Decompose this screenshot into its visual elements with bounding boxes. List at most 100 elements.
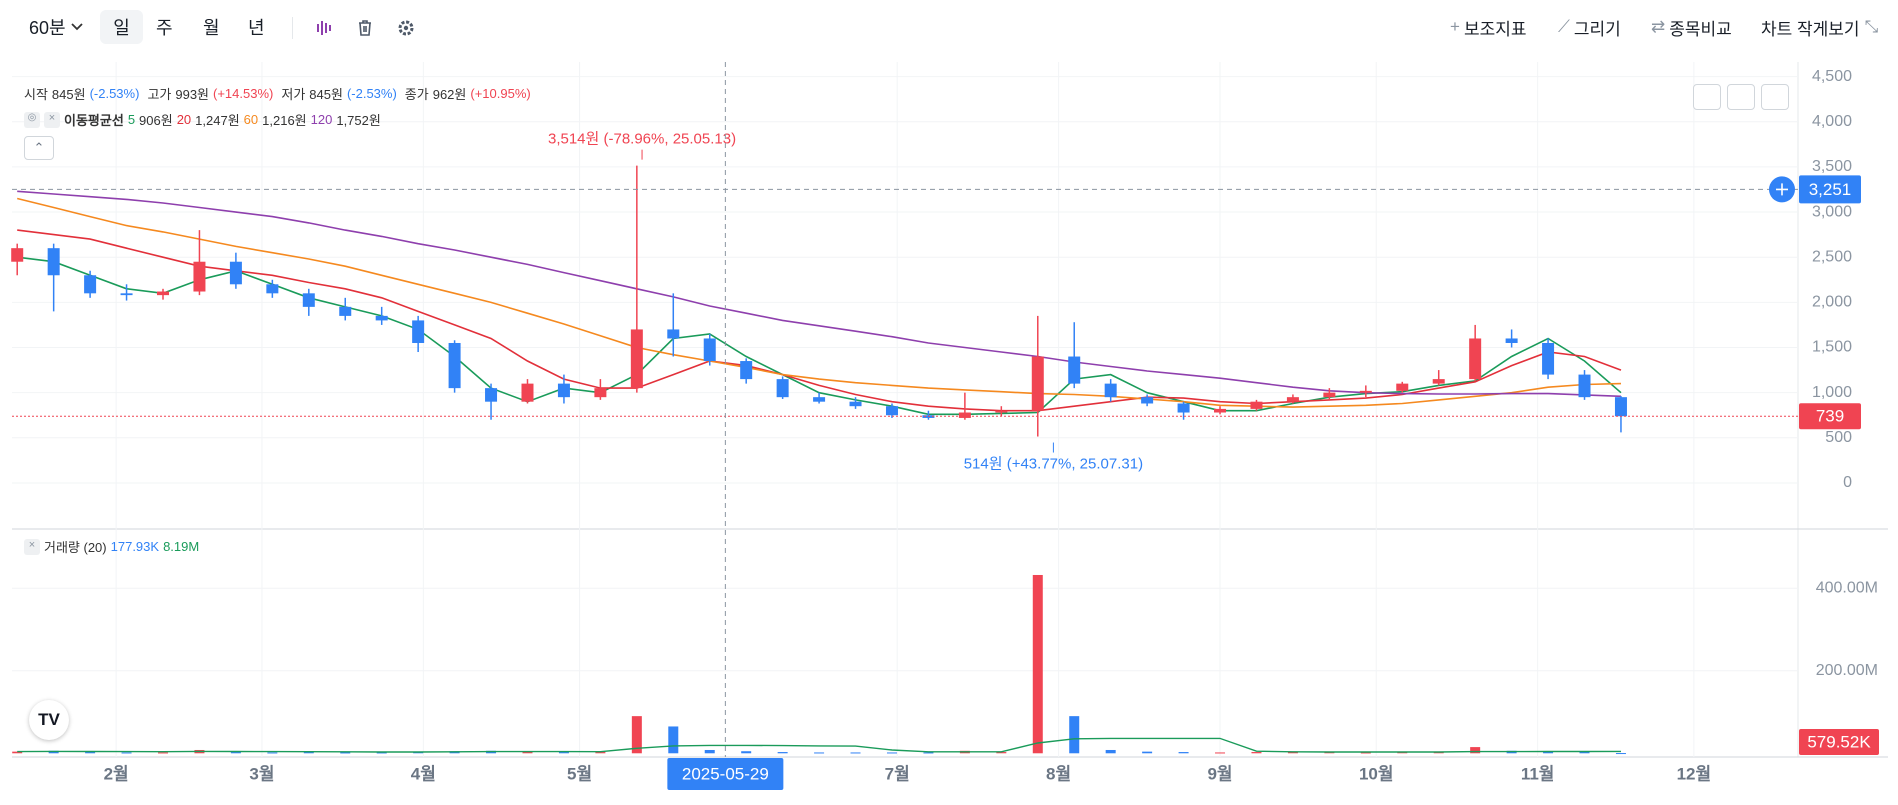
y-tick-label: 2,500 xyxy=(1812,248,1852,265)
ma-legend: ◎ × 이동평균선 5 906원 20 1,247원 60 1,216원 120 1,752원 xyxy=(24,110,381,129)
y-tick-label: 3,000 xyxy=(1812,203,1852,220)
info-label: 종가 xyxy=(404,87,429,102)
volume-bar xyxy=(595,752,606,754)
ma-name: 5 xyxy=(127,112,136,127)
volume-bar xyxy=(704,749,715,754)
volume-bar xyxy=(1178,752,1189,754)
volume-bar xyxy=(1615,753,1626,755)
interval-select[interactable]: 60분 xyxy=(29,10,84,44)
candle-body xyxy=(1542,342,1555,375)
candle-body xyxy=(1214,408,1227,413)
period-button[interactable]: 월 xyxy=(203,10,220,44)
candle-body xyxy=(1432,379,1445,384)
candle-body xyxy=(849,401,862,407)
x-tick-label: 5월 xyxy=(567,764,592,783)
candle-body xyxy=(1286,397,1299,402)
volume-bar xyxy=(376,752,387,754)
last-price-tag xyxy=(1799,403,1861,430)
ma-value: 1,752원 xyxy=(336,113,381,128)
period-button[interactable]: 주 xyxy=(156,10,173,44)
ma-value: 1,247원 xyxy=(195,113,240,128)
volume-bar xyxy=(1032,574,1043,754)
x-tick-label: 4월 xyxy=(411,764,436,783)
candle-body xyxy=(1323,392,1336,398)
y-tick-label: 400.00M xyxy=(1816,579,1878,596)
action-button[interactable]: ⇄ 종목비교 xyxy=(1651,10,1732,44)
action[interactable]: 그리기 xyxy=(1573,19,1621,39)
x-tick-label: 7월 xyxy=(885,764,910,783)
collapse-button[interactable]: ⌃ xyxy=(24,136,54,160)
crosshair-y-tag xyxy=(1799,175,1861,204)
separator xyxy=(292,17,293,39)
settings-icon[interactable] xyxy=(396,18,416,38)
candle-body xyxy=(485,388,498,402)
candle-body xyxy=(375,315,388,321)
annotation: 514원 (+43.77%, 25.07.31) xyxy=(964,456,1143,473)
period-button[interactable]: 년 xyxy=(248,10,265,44)
volume-bar xyxy=(85,752,96,754)
candle-body xyxy=(412,320,425,343)
x-tick-label: 9월 xyxy=(1207,764,1232,783)
volume-title: 거래량 (20) xyxy=(44,540,107,555)
action[interactable]: 종목비교 xyxy=(1669,19,1732,39)
volume-bar xyxy=(1470,747,1481,754)
candle-body xyxy=(1177,403,1190,413)
volume-bar xyxy=(1360,752,1371,754)
volume-legend: × 거래량 (20) 177.93K 8.19M xyxy=(24,537,199,556)
action-button[interactable]: + 보조지표 xyxy=(1450,10,1527,44)
panel-button[interactable] xyxy=(1727,84,1755,110)
delete-icon[interactable] xyxy=(355,18,375,38)
action-button[interactable]: ⟋ 그리기 xyxy=(1558,10,1621,44)
volume-bar xyxy=(267,752,278,754)
candle-body xyxy=(157,291,170,296)
candle-body xyxy=(1359,390,1372,393)
candle-body xyxy=(740,361,753,380)
volume-bar xyxy=(340,752,351,754)
period-button[interactable]: 일 xyxy=(100,10,143,44)
volume-bar xyxy=(886,752,897,754)
interval[interactable]: 60분 xyxy=(29,18,66,38)
y-tick-label: 3,500 xyxy=(1812,158,1852,175)
candle-body xyxy=(1396,383,1409,391)
volume-bar xyxy=(996,752,1007,754)
ma-name: 60 xyxy=(243,112,259,127)
candle-body xyxy=(1614,397,1627,417)
y-tick-label: 2,000 xyxy=(1812,294,1852,311)
info-value: 845원 xyxy=(51,87,86,102)
volume-bar xyxy=(777,752,788,754)
period[interactable]: 일 xyxy=(113,18,130,38)
annotation: 3,514원 (-78.96%, 25.05.13) xyxy=(548,131,736,148)
action[interactable]: 보조지표 xyxy=(1463,19,1527,39)
candle-body xyxy=(1031,356,1044,411)
panel-button[interactable] xyxy=(1693,84,1721,110)
eye-button[interactable]: ◎ xyxy=(24,111,40,128)
period[interactable]: 주 xyxy=(156,18,173,38)
info-label: 고가 xyxy=(147,87,172,102)
period[interactable]: 월 xyxy=(203,18,220,38)
volume-bar xyxy=(1215,752,1226,754)
panel-button[interactable] xyxy=(1761,84,1789,110)
info-change: (-2.53%) xyxy=(346,86,397,101)
indicator-icon[interactable] xyxy=(315,18,335,38)
volume-bar xyxy=(1105,749,1116,754)
add-alert-plus xyxy=(1776,183,1788,196)
volume-bar xyxy=(850,752,861,754)
action-button[interactable]: 차트 작게보기 ⤡ xyxy=(1761,10,1878,44)
candle-body xyxy=(995,410,1008,413)
info-change: (+14.53%) xyxy=(213,86,274,101)
x-tick-label: 12월 xyxy=(1677,764,1712,783)
action[interactable]: 차트 작게보기 xyxy=(1761,19,1860,39)
close-button[interactable]: × xyxy=(24,538,40,555)
logo[interactable]: TV xyxy=(29,700,69,740)
info-label: 시작 xyxy=(24,87,48,102)
period[interactable]: 년 xyxy=(248,18,265,38)
volume-bar xyxy=(158,752,169,754)
candle-body xyxy=(339,306,352,316)
close-button[interactable]: × xyxy=(44,111,60,128)
candle-body xyxy=(1104,383,1117,398)
volume-bar xyxy=(230,752,241,754)
candle-body xyxy=(229,261,242,285)
candle-body xyxy=(11,248,24,262)
